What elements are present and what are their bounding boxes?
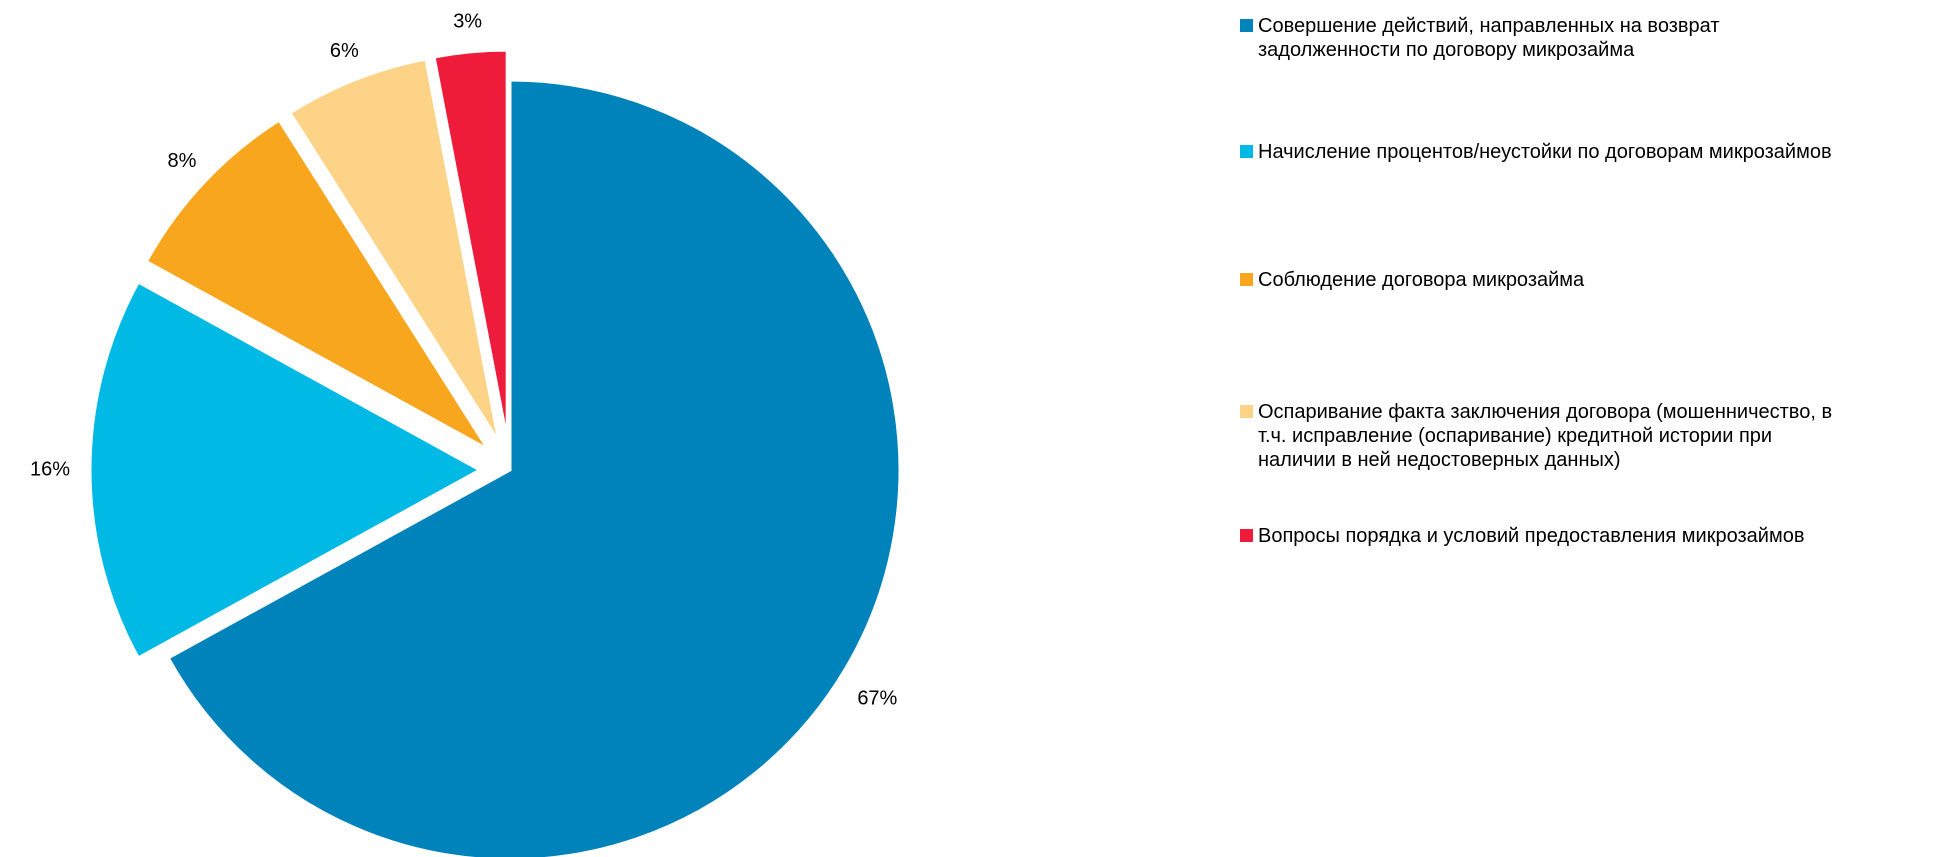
legend-swatch-2 bbox=[1240, 145, 1253, 158]
legend-label-line: Соблюдение договора микрозайма bbox=[1258, 269, 1585, 291]
data-label-5: 3% bbox=[453, 10, 482, 32]
legend-label-line: наличии в ней недостоверных данных) bbox=[1258, 449, 1621, 471]
data-label-1: 67% bbox=[857, 687, 897, 709]
legend-swatch-1 bbox=[1240, 19, 1253, 32]
data-label-3: 8% bbox=[168, 150, 197, 172]
legend-swatch-3 bbox=[1240, 273, 1253, 286]
legend-label-line: Совершение действий, направленных на воз… bbox=[1258, 15, 1720, 37]
legend-item-5: Вопросы порядка и условий предоставления… bbox=[1240, 524, 1804, 548]
pie-slice-2 bbox=[88, 280, 484, 660]
legend-label-line: Вопросы порядка и условий предоставления… bbox=[1258, 525, 1805, 547]
legend-item-1: Совершение действий, направленных на воз… bbox=[1240, 14, 1720, 62]
legend-label-4: Оспаривание факта заключения договора (м… bbox=[1258, 400, 1832, 472]
pie-slice-5 bbox=[432, 48, 509, 441]
data-label-4: 6% bbox=[330, 40, 359, 62]
legend-label-1: Совершение действий, направленных на воз… bbox=[1258, 14, 1720, 62]
legend-label-line: т.ч. исправление (оспаривание) кредитной… bbox=[1258, 425, 1773, 447]
legend-label-line: задолженности по договору микрозайма bbox=[1258, 39, 1635, 61]
legend-item-3: Соблюдение договора микрозайма bbox=[1240, 268, 1584, 292]
data-label-2: 16% bbox=[30, 458, 70, 480]
pie-slice-3 bbox=[144, 118, 490, 451]
legend-label-5: Вопросы порядка и условий предоставления… bbox=[1258, 524, 1804, 548]
pie-slice-1 bbox=[166, 78, 902, 857]
legend-label-2: Начисление процентов/неустойки по догово… bbox=[1258, 140, 1832, 164]
legend-swatch-5 bbox=[1240, 529, 1253, 542]
pie-slice-4 bbox=[287, 57, 501, 443]
legend-label-3: Соблюдение договора микрозайма bbox=[1258, 268, 1584, 292]
legend-item-2: Начисление процентов/неустойки по догово… bbox=[1240, 140, 1832, 164]
legend-label-line: Оспаривание факта заключения договора (м… bbox=[1258, 401, 1833, 423]
legend-swatch-4 bbox=[1240, 405, 1253, 418]
legend-item-4: Оспаривание факта заключения договора (м… bbox=[1240, 400, 1832, 472]
legend-label-line: Начисление процентов/неустойки по догово… bbox=[1258, 141, 1832, 163]
